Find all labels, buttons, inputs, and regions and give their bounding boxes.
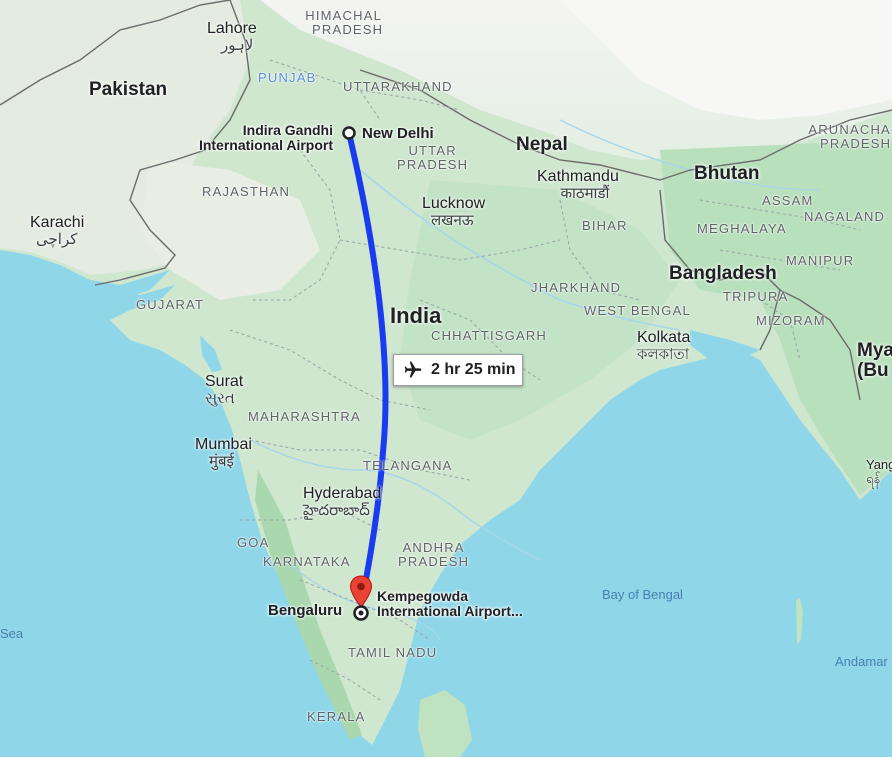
hyderabad-native: హైదరాబాద్ [303,501,370,519]
country-label-myanmar: Mya (Bu [857,341,892,381]
state-label-nagaland: NAGALAND [804,209,886,224]
state-label-rajasthan: RAJASTHAN [202,184,291,199]
origin-city-label[interactable]: New Delhi [362,125,434,142]
origin-airport-label[interactable]: Indira Gandhi International Airport [198,122,333,153]
state-label-jharkhand: JHARKHAND [531,280,622,295]
mumbai-native: मुंबई [209,452,234,470]
destination-airport-label[interactable]: Kempegowda International Airport... [377,588,523,619]
state-label-arunachal-pradesh: ARUNACHA PRADESH [808,123,891,150]
state-label-maharashtra: MAHARASHTRA [248,409,361,424]
city-label-mumbai[interactable]: Mumbai मुंबई [195,436,252,470]
state-label-manipur: MANIPUR [786,253,855,268]
himachal-line1: HIMACHAL [305,8,383,23]
state-label-tripura: TRIPURA [723,289,789,304]
city-label-kolkata[interactable]: Kolkata কলকাতা [637,329,691,363]
water-label-arabian-sea: Sea [0,626,24,641]
lucknow-native: लखनऊ [431,211,474,229]
state-label-meghalaya: MEGHALAYA [697,221,787,236]
state-label-assam: ASSAM [762,193,814,208]
destination-city-label[interactable]: Bengaluru [268,602,343,619]
yangon-name: Yang [866,457,892,472]
arunachal-line1: ARUNACHA [808,122,891,137]
city-label-surat[interactable]: Surat સુરત [205,373,244,407]
andhra-line2: PRADESH [398,553,470,569]
lahore-name: Lahore [207,20,257,37]
destination-marker-icon[interactable] [352,604,370,622]
state-label-kerala: KERALA [307,709,366,724]
state-label-mizoram: MIZORAM [756,313,826,328]
state-label-chhattisgarh: CHHATTISGARH [431,328,547,343]
city-label-yangon[interactable]: Yang ရန် [866,458,892,485]
country-label-india: India [390,303,442,328]
mumbai-name: Mumbai [195,436,252,453]
state-label-uttarakhand: UTTARAKHAND [343,79,453,94]
yangon-native: ရန် [866,470,881,486]
lucknow-name: Lucknow [422,195,486,212]
kolkata-name: Kolkata [637,329,691,346]
origin-marker-icon[interactable] [342,126,356,140]
myanmar-line1: Mya [857,340,892,361]
surat-native: સુરત [205,389,235,407]
state-label-andhra-pradesh: ANDHRA PRADESH [398,541,469,568]
state-label-tamil-nadu: TAMIL NADU [348,645,438,660]
country-label-nepal: Nepal [516,134,568,155]
kathmandu-name: Kathmandu [537,168,619,185]
country-label-bangladesh: Bangladesh [669,263,777,284]
water-label-bay-of-bengal: Bay of Bengal [602,587,683,602]
state-label-gujarat: GUJARAT [136,297,205,312]
flight-duration-chip[interactable]: 2 hr 25 min [393,354,523,386]
state-label-punjab: PUNJAB [258,70,317,85]
uttar-line1: UTTAR [408,143,457,158]
state-label-uttar-pradesh: UTTAR PRADESH [397,144,468,171]
city-label-lucknow[interactable]: Lucknow लखनऊ [422,195,486,229]
city-label-lahore[interactable]: Lahore لاہور [207,20,257,54]
city-label-hyderabad[interactable]: Hyderabad హైదరాబాద్ [303,485,382,519]
state-label-himachal-pradesh: HIMACHAL PRADESH [304,9,383,36]
state-label-bihar: BIHAR [582,218,628,233]
arunachal-line2: PRADESH [820,135,892,151]
uttar-line2: PRADESH [397,156,469,172]
kolkata-native: কলকাতা [637,345,690,363]
airplane-icon [404,361,422,378]
hyderabad-name: Hyderabad [303,485,382,502]
country-label-bhutan: Bhutan [694,163,760,184]
karachi-name: Karachi [30,214,85,231]
state-label-karnataka: KARNATAKA [263,554,351,569]
myanmar-line2: (Bu [857,359,889,381]
kathmandu-native: काठमाडौं [560,184,610,202]
state-label-telangana: TELANGANA [363,458,453,473]
state-label-west-bengal: WEST BENGAL [584,303,691,318]
karachi-native: کراچی [36,230,78,248]
flight-route-line [346,130,389,603]
country-label-pakistan: Pakistan [89,79,168,100]
lahore-native: لاہور [221,36,254,54]
state-label-goa: GOA [237,535,270,550]
flight-duration-text: 2 hr 25 min [431,361,516,378]
city-label-kathmandu[interactable]: Kathmandu काठमाडौं [537,168,619,202]
andhra-line1: ANDHRA [402,540,465,555]
destination-pin-icon[interactable] [349,575,373,609]
surat-name: Surat [205,373,244,390]
city-label-karachi[interactable]: Karachi کراچی [30,214,85,248]
water-label-andaman-sea: Andamar [835,654,888,669]
himachal-line2: PRADESH [312,21,384,37]
